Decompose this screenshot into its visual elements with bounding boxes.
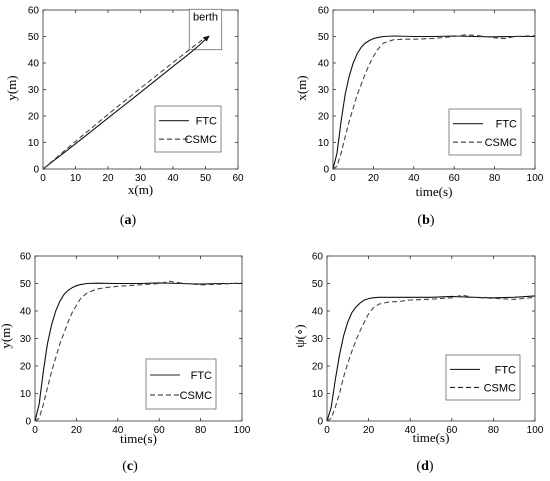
series-line-csmc [42,35,209,170]
y-axis-label: x(m) [294,75,309,100]
y-tick-label: 0 [323,165,329,176]
x-axis-label: x(m) [128,182,153,197]
y-tick-label: 0 [25,417,31,428]
series-line-ftc [34,282,242,422]
chart-panel-d: 0 20 40 60 80 1000102030405060time(s)ψ(∘)FTCC… [292,252,544,475]
y-tick-label: 40 [20,307,32,318]
y-axis-label: y(m) [0,323,13,348]
legend: FTC CSMC [445,354,521,401]
legend-label-csmc: CSMC [180,390,212,402]
chart-panel-b: 0 20 40 60 80 1000102030405060time(s)x(m)FTCC… [294,6,544,229]
y-tick-label: 40 [28,59,40,70]
legend-box [154,105,222,153]
series-line-ftc [42,36,210,170]
y-tick-label: 40 [312,307,324,318]
x-tick-label: 20 [102,173,114,184]
x-tick-label: 10 [70,173,82,184]
x-tick-label: 40 [408,173,420,184]
y-tick-label: 20 [318,112,330,123]
y-tick-label: 0 [33,165,39,176]
x-tick-label: 20 [71,425,83,436]
x-axis-label: time(s) [413,430,450,445]
x-tick-label: 100 [234,425,251,436]
legend: FTC CSMC [448,108,522,156]
panel-caption: (b) [417,213,434,228]
series-line-csmc [332,34,536,170]
x-tick-label: 60 [232,173,244,184]
series-line-ftc [332,35,535,170]
y-axis-label: ψ(∘) [292,324,307,347]
legend: FTC CSMC [145,358,217,410]
x-tick-label: 50 [200,173,212,184]
y-tick-label: 10 [318,138,330,149]
y-tick-label: 50 [20,279,32,290]
y-tick-label: 60 [312,252,324,263]
x-tick-label: 100 [527,425,544,436]
x-axis-label: time(s) [120,431,157,446]
berth-box [188,8,223,51]
x-tick-label: 0 [324,425,330,436]
chart-panel-a: 0 10 20 30 40 50 60 0 10 20 30 40 50 60 x(m) y(m) berth F… [4,6,244,229]
y-tick-label: 50 [28,32,40,43]
y-tick-label: 20 [28,112,40,123]
x-tick-label: 80 [489,173,501,184]
x-tick-label: 40 [112,425,124,436]
legend-label-ftc: FTC [495,364,516,376]
heading-arrow-marker [202,35,210,42]
y-tick-label: 10 [28,138,40,149]
y-axis-label: y(m) [4,75,19,100]
y-tick-label: 30 [20,334,32,345]
legend: FTC CSMC [154,105,222,153]
x-tick-label: 0 [330,173,336,184]
y-tick-label: 10 [20,389,32,400]
y-tick-label: 0 [317,417,323,428]
legend-box [145,358,217,410]
y-tick-label: 60 [20,252,32,263]
y-tick-label: 20 [312,362,324,373]
legend-label-ftc: FTC [191,370,212,382]
y-tick-label: 60 [28,6,40,17]
panel-caption: (a) [120,213,137,228]
x-tick-label: 0 [32,425,38,436]
y-tick-label: 50 [312,279,324,290]
y-tick-label: 20 [20,362,32,373]
series-line-csmc [34,280,243,422]
y-tick-label: 10 [312,389,324,400]
x-axis-label: time(s) [416,184,453,199]
x-tick-label: 20 [363,425,375,436]
legend-label-csmc: CSMC [485,137,517,149]
y-tick-label: 30 [28,85,40,96]
y-tick-label: 50 [318,32,330,43]
x-tick-label: 80 [195,425,207,436]
chart-panel-c: 0 20 40 60 80 1000102030405060time(s)y(m)FTCC… [0,252,251,475]
legend-label-csmc: CSMC [185,134,217,146]
berth-label: berth [193,11,218,23]
y-tick-label: 60 [318,6,330,17]
x-tick-label: 80 [488,425,500,436]
y-tick-label: 40 [318,59,330,70]
legend-box [448,108,522,156]
legend-label-ftc: FTC [496,119,517,131]
y-tick-label: 30 [318,85,330,96]
x-tick-label: 60 [154,425,166,436]
x-tick-label: 60 [446,425,458,436]
x-tick-label: 0 [40,173,46,184]
x-tick-label: 20 [368,173,380,184]
series-line-csmc [326,294,536,422]
x-tick-label: 40 [405,425,417,436]
legend-box [445,354,521,401]
legend-label-ftc: FTC [196,116,217,128]
x-tick-label: 100 [527,173,544,184]
panel-caption: (d) [416,459,433,474]
y-tick-label: 30 [312,334,324,345]
legend-label-csmc: CSMC [484,382,516,394]
x-tick-label: 40 [167,173,179,184]
series-line-ftc [326,295,536,422]
x-tick-label: 60 [449,173,461,184]
x-tick-label: 30 [135,173,147,184]
panel-caption: (c) [122,459,138,474]
